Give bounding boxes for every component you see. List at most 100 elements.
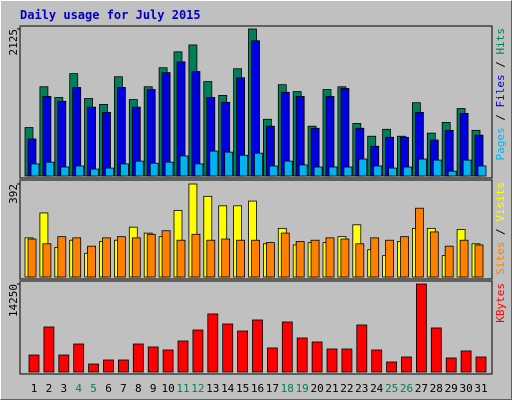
bar (429, 231, 439, 278)
bar (102, 237, 111, 278)
x-tick-label: 26 (400, 382, 413, 395)
bar (88, 363, 99, 373)
bar (103, 359, 114, 373)
x-tick-label: 27 (415, 382, 428, 395)
bar (161, 230, 171, 278)
bar (254, 152, 263, 177)
bar (283, 160, 293, 177)
bar (386, 361, 398, 373)
x-tick-label: 14 (221, 382, 235, 395)
bar (161, 72, 171, 177)
y-max-label: 2125 (7, 29, 20, 56)
bar (87, 245, 96, 278)
panel-bevel (20, 180, 492, 279)
x-tick-label: 25 (385, 382, 398, 395)
bar (28, 354, 40, 373)
bar (191, 233, 201, 278)
legend-entry: Files (494, 74, 507, 107)
bar (310, 239, 320, 278)
legend-entry: Pages (494, 127, 507, 160)
legend-entry: KBytes (494, 283, 507, 323)
bar (475, 356, 487, 373)
x-tick-label: 23 (355, 382, 368, 395)
bar (266, 347, 278, 373)
x-tick-label: 22 (340, 382, 353, 395)
legend-entry: Sites (494, 242, 507, 275)
bar (146, 233, 156, 278)
chart-title: Daily usage for July 2015 (20, 8, 201, 22)
panel-bevel (20, 281, 492, 374)
bar (415, 283, 427, 373)
bar (373, 165, 383, 177)
bar (131, 237, 141, 278)
bar (298, 164, 308, 177)
x-tick-label: 6 (105, 382, 112, 395)
bar (281, 321, 293, 373)
bar (430, 327, 442, 373)
bar (117, 236, 126, 278)
bar (447, 170, 457, 177)
x-tick-label: 17 (266, 382, 279, 395)
y-max-label: 14250 (7, 284, 20, 317)
x-tick-label: 15 (236, 382, 249, 395)
bar (45, 161, 55, 177)
bar (403, 166, 412, 177)
bar (209, 150, 219, 177)
bar (147, 346, 159, 373)
bar (117, 87, 126, 177)
legend: Pages / Files / Hits (494, 28, 507, 161)
bar (72, 237, 82, 278)
bar (265, 242, 275, 278)
bar (237, 330, 249, 373)
bar (343, 166, 353, 177)
legend: KBytes (494, 283, 507, 323)
panel-bevel (20, 26, 492, 178)
x-tick-label: 18 (281, 382, 294, 395)
x-tick-label: 16 (251, 382, 264, 395)
bar (459, 239, 469, 278)
x-tick-label: 11 (176, 382, 189, 395)
bar (355, 243, 365, 278)
bar (477, 165, 487, 177)
bar (27, 238, 37, 278)
bar (474, 244, 484, 278)
bar (371, 349, 383, 373)
bar (328, 166, 338, 177)
bar (162, 349, 174, 373)
bar (60, 166, 70, 177)
x-tick-label: 10 (161, 382, 174, 395)
bar (239, 154, 249, 177)
bar (87, 106, 96, 177)
x-tick-label: 30 (459, 382, 472, 395)
bar (105, 167, 114, 177)
bar (75, 165, 85, 177)
bar (236, 239, 246, 278)
legend-separator: / (494, 222, 507, 242)
bar (460, 350, 472, 373)
x-tick-label: 20 (310, 382, 323, 395)
bar (325, 237, 335, 278)
bar (177, 340, 189, 373)
x-tick-label: 13 (206, 382, 219, 395)
bar (72, 87, 82, 177)
x-tick-label: 3 (60, 382, 67, 395)
legend-entry: Visits (494, 182, 507, 222)
bar (191, 71, 201, 177)
x-tick-label: 28 (430, 382, 443, 395)
legend-separator: / (494, 108, 507, 128)
bar (102, 111, 111, 177)
bar (414, 207, 424, 278)
bar (58, 354, 70, 373)
bar (313, 166, 323, 177)
y-max-label: 392 (7, 184, 20, 204)
bar (400, 236, 409, 278)
x-tick-label: 31 (474, 382, 487, 395)
bar (358, 158, 368, 177)
bar (221, 238, 231, 278)
bar (149, 162, 159, 177)
bar (194, 163, 204, 177)
bar (164, 161, 174, 177)
